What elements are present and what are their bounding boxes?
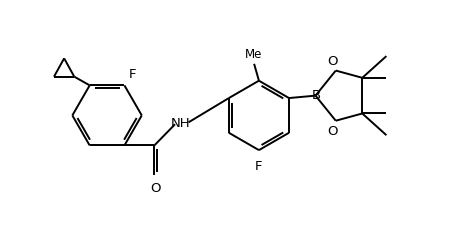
Text: Me: Me bbox=[244, 48, 261, 61]
Text: F: F bbox=[128, 67, 135, 80]
Text: NH: NH bbox=[171, 116, 190, 129]
Text: O: O bbox=[326, 125, 337, 138]
Text: B: B bbox=[311, 89, 320, 102]
Text: O: O bbox=[150, 181, 160, 194]
Text: F: F bbox=[255, 159, 262, 172]
Text: O: O bbox=[326, 55, 337, 68]
